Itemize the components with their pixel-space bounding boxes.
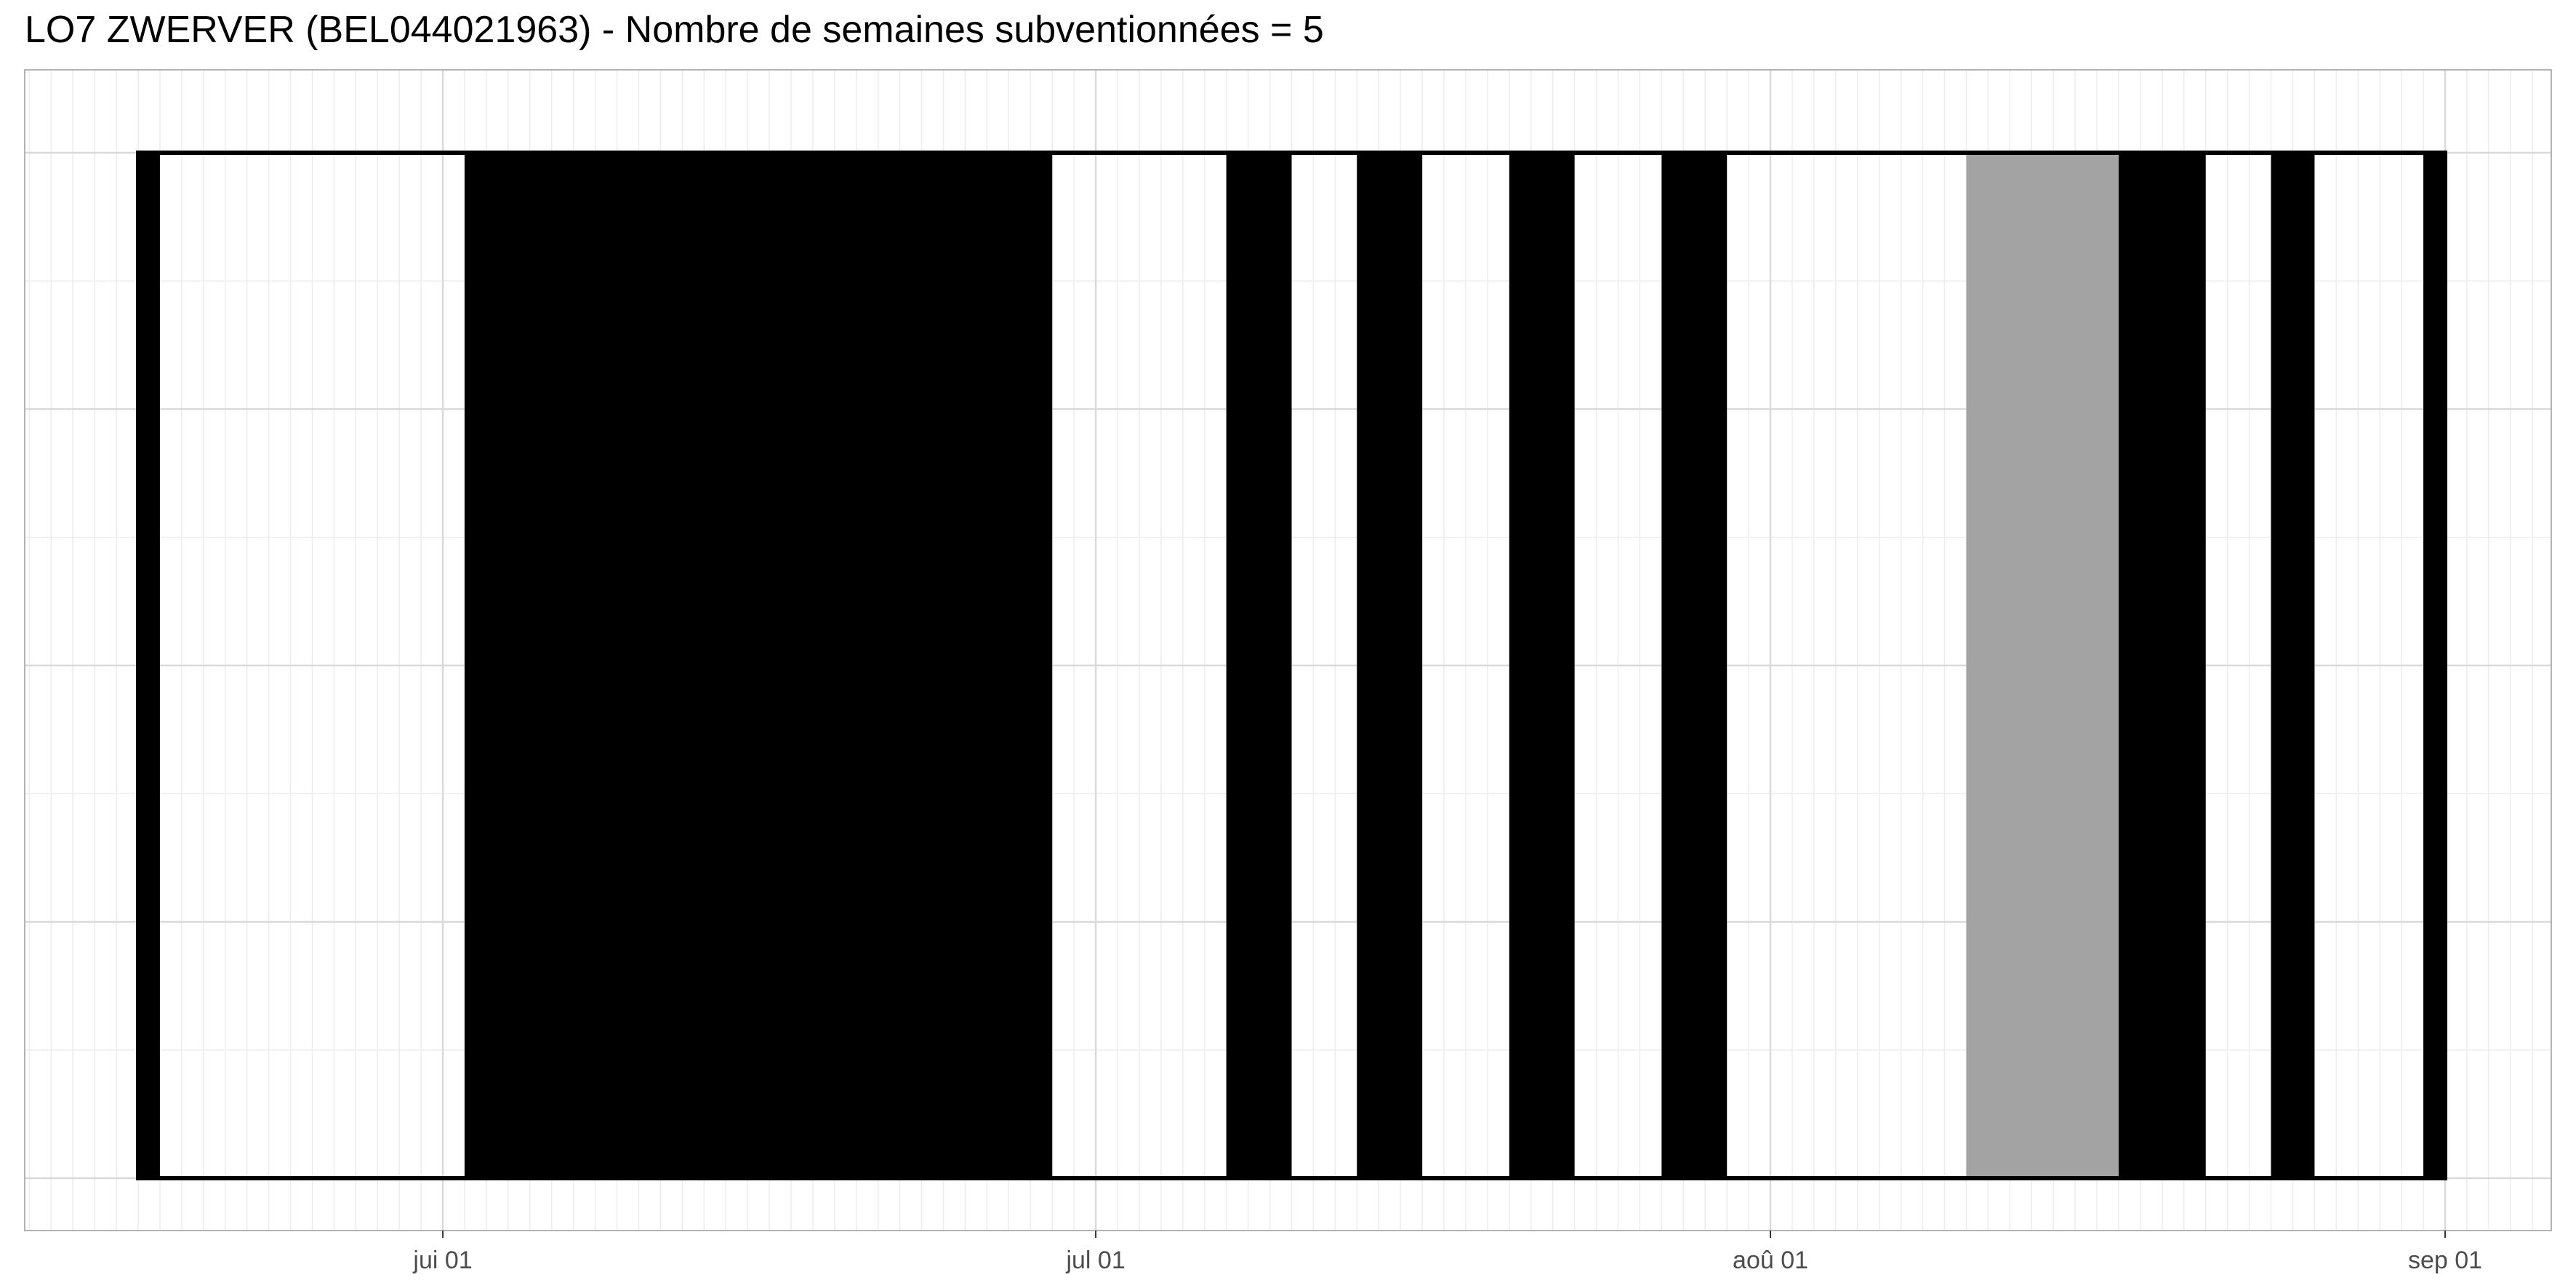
x-tick-label: aoû 01 [1733,1247,1808,1274]
period-outline [136,151,2447,1180]
x-tick-label: jul 01 [1065,1247,1125,1274]
black-bar [2271,153,2315,1178]
period-bars [138,153,2445,1178]
black-bar [465,153,1053,1178]
black-bar [1509,153,1575,1178]
x-axis-ticks: jui 01 jul 01 aoû 01 sep 01 [412,1231,2482,1274]
chart-title: LO7 ZWERVER (BEL044021963) - Nombre de s… [25,9,1324,51]
black-bar [2423,153,2445,1178]
x-tick-label: jui 01 [412,1247,472,1274]
black-bar [138,153,160,1178]
black-bar [2118,153,2206,1178]
x-tick-label: sep 01 [2408,1247,2482,1274]
black-bar [1661,153,1728,1178]
black-bar [1226,153,1292,1178]
panel-border [24,69,2552,1231]
gray-bar [1966,153,2119,1178]
black-bar [1357,153,1423,1178]
